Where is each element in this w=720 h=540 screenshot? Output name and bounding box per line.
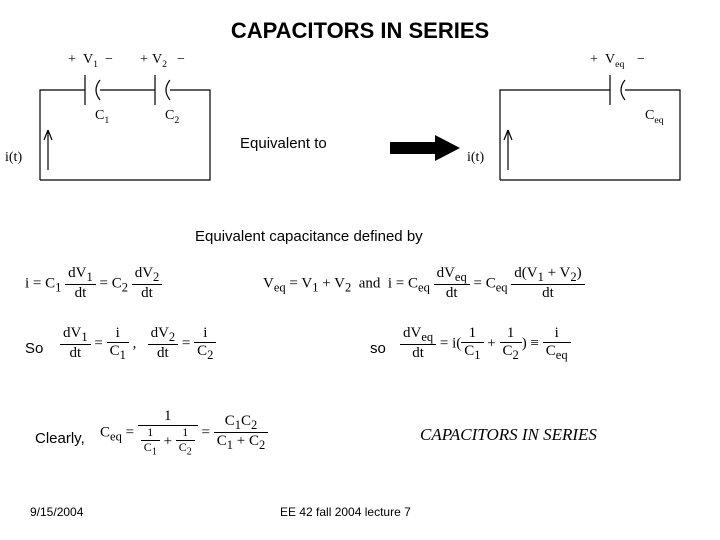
veq-minus: − — [637, 52, 645, 68]
formula-ceq: Ceq = 11C1 + 1C2 = C1C2C1 + C2 — [100, 408, 268, 458]
ceq-label: Ceq — [645, 108, 664, 126]
v2-label: V2 — [152, 52, 167, 70]
equivalent-to-text: Equivalent to — [240, 135, 327, 152]
c1-label: C1 — [95, 108, 109, 126]
circuit-diagram — [0, 50, 720, 230]
formula-dveq: dVeqdt = i(1C1 + 1C2) ≡ iCeq — [400, 325, 571, 363]
v1-label: V1 — [83, 52, 98, 70]
veq-label: Veq — [605, 52, 624, 70]
so-right-prefix: so — [370, 340, 386, 357]
series-caption: CAPACITORS IN SERIES — [420, 425, 597, 445]
footer-date: 9/15/2004 — [30, 505, 83, 519]
definition-text: Equivalent capacitance defined by — [195, 228, 423, 245]
c2-label: C2 — [165, 108, 179, 126]
right-source-label: i(t) — [467, 150, 484, 166]
v1-plus: + — [68, 52, 76, 68]
formula-veq-def: Veq = V1 + V2 and i = Ceq dVeqdt = Ceq d… — [263, 265, 585, 303]
v2-minus: − — [177, 52, 185, 68]
v1-minus: − — [105, 52, 113, 68]
footer-center: EE 42 fall 2004 lecture 7 — [280, 505, 411, 519]
v2-plus: + — [140, 52, 148, 68]
page-title: CAPACITORS IN SERIES — [0, 18, 720, 44]
veq-plus: + — [590, 52, 598, 68]
clearly-prefix: Clearly, — [35, 430, 85, 447]
so-left-prefix: So — [25, 340, 43, 357]
formula-dv-dt: dV1dt = iC1 , dV2dt = iC2 — [60, 325, 216, 363]
left-source-label: i(t) — [5, 150, 22, 166]
formula-i-c1-c2: i = C1 dV1dt = C2 dV2dt — [25, 265, 162, 303]
